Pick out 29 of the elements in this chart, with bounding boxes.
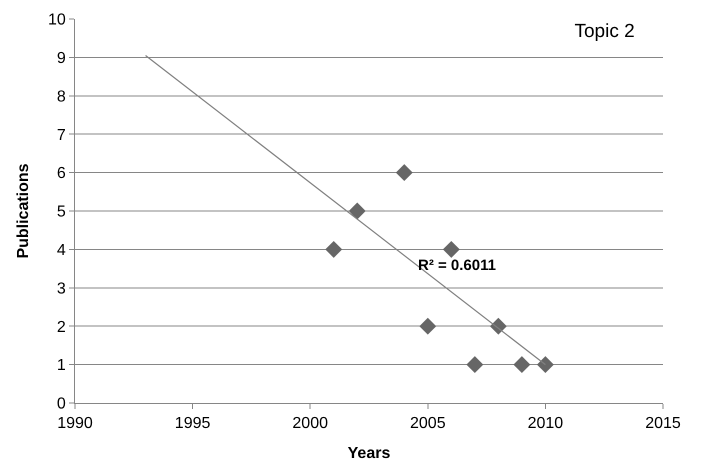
y-tick-label: 3	[56, 280, 66, 298]
y-tick-label: 10	[48, 12, 66, 29]
point	[513, 356, 530, 374]
y-tick-label: 7	[56, 126, 66, 144]
x-tick-label: 2010	[528, 415, 564, 432]
y-tick-label: 0	[56, 396, 66, 413]
chart-title: Topic 2	[574, 21, 635, 42]
point	[396, 164, 413, 182]
point	[466, 356, 484, 374]
point	[442, 240, 460, 258]
y-tick-label: 2	[56, 318, 66, 336]
x-tick-label: 2015	[645, 415, 681, 432]
point	[536, 356, 554, 374]
x-tick-label: 2005	[410, 415, 446, 432]
y-tick-label: 5	[56, 204, 66, 221]
y-tick-label: 6	[56, 165, 66, 182]
y-tick-label: 8	[56, 88, 66, 106]
annotation: R² = 0.6011	[418, 257, 496, 274]
point	[419, 318, 436, 335]
y-tick-label: 9	[56, 50, 66, 67]
x-tick-label: 1990	[57, 415, 93, 432]
x-tick-label: 2000	[292, 415, 328, 432]
y-tick-label: 1	[56, 357, 66, 374]
x-axis-title: Years	[348, 444, 390, 462]
y-tick-label: 4	[56, 242, 66, 259]
point	[348, 202, 366, 220]
x-tick-label: 1995	[174, 415, 210, 432]
point	[325, 240, 342, 258]
y-axis-title: Publications	[14, 163, 32, 259]
